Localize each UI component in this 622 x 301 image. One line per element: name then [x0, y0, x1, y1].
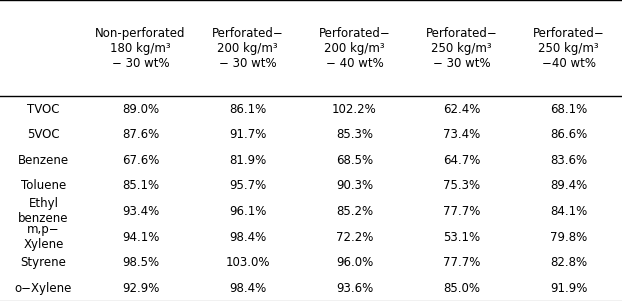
Text: Perforated−
250 kg/m³
− 30 wt%: Perforated− 250 kg/m³ − 30 wt% [425, 27, 498, 70]
Text: Non-perforated
180 kg/m³
− 30 wt%: Non-perforated 180 kg/m³ − 30 wt% [95, 27, 186, 70]
Text: TVOC: TVOC [27, 103, 60, 116]
Text: 84.1%: 84.1% [550, 205, 587, 218]
Text: 81.9%: 81.9% [229, 154, 266, 167]
Text: o−Xylene: o−Xylene [15, 282, 72, 295]
Text: Perforated−
200 kg/m³
− 30 wt%: Perforated− 200 kg/m³ − 30 wt% [211, 27, 284, 70]
Text: 98.5%: 98.5% [122, 256, 159, 269]
Text: 98.4%: 98.4% [229, 231, 266, 244]
Text: 102.2%: 102.2% [332, 103, 377, 116]
Text: 79.8%: 79.8% [550, 231, 587, 244]
Text: Toluene: Toluene [21, 179, 66, 192]
Text: 94.1%: 94.1% [122, 231, 159, 244]
Text: 91.9%: 91.9% [550, 282, 587, 295]
Text: 90.3%: 90.3% [336, 179, 373, 192]
Text: 85.3%: 85.3% [336, 128, 373, 141]
Text: 87.6%: 87.6% [122, 128, 159, 141]
Text: 85.1%: 85.1% [122, 179, 159, 192]
Text: 95.7%: 95.7% [229, 179, 266, 192]
Text: 96.0%: 96.0% [336, 256, 373, 269]
Text: 93.6%: 93.6% [336, 282, 373, 295]
Text: 96.1%: 96.1% [229, 205, 266, 218]
Text: 83.6%: 83.6% [550, 154, 587, 167]
Text: 93.4%: 93.4% [122, 205, 159, 218]
Text: 75.3%: 75.3% [443, 179, 480, 192]
Text: 92.9%: 92.9% [122, 282, 159, 295]
Text: 67.6%: 67.6% [122, 154, 159, 167]
Text: 77.7%: 77.7% [443, 205, 480, 218]
Text: 89.0%: 89.0% [122, 103, 159, 116]
Text: Ethyl
benzene: Ethyl benzene [18, 197, 69, 225]
Text: 91.7%: 91.7% [229, 128, 266, 141]
Text: 85.2%: 85.2% [336, 205, 373, 218]
Text: 85.0%: 85.0% [443, 282, 480, 295]
Text: 68.1%: 68.1% [550, 103, 587, 116]
Text: 72.2%: 72.2% [336, 231, 373, 244]
Text: Styrene: Styrene [21, 256, 67, 269]
Text: 73.4%: 73.4% [443, 128, 480, 141]
Text: Perforated−
250 kg/m³
−40 wt%: Perforated− 250 kg/m³ −40 wt% [532, 27, 605, 70]
Text: 86.6%: 86.6% [550, 128, 587, 141]
Text: 68.5%: 68.5% [336, 154, 373, 167]
Text: 103.0%: 103.0% [225, 256, 270, 269]
Text: 89.4%: 89.4% [550, 179, 587, 192]
Text: 5VOC: 5VOC [27, 128, 60, 141]
Text: 98.4%: 98.4% [229, 282, 266, 295]
Text: Benzene: Benzene [18, 154, 69, 167]
Text: 64.7%: 64.7% [443, 154, 480, 167]
Text: m,p−
Xylene: m,p− Xylene [24, 223, 63, 251]
Text: 82.8%: 82.8% [550, 256, 587, 269]
Text: Perforated−
200 kg/m³
− 40 wt%: Perforated− 200 kg/m³ − 40 wt% [318, 27, 391, 70]
Text: 62.4%: 62.4% [443, 103, 480, 116]
Text: 53.1%: 53.1% [443, 231, 480, 244]
Text: 86.1%: 86.1% [229, 103, 266, 116]
Text: 77.7%: 77.7% [443, 256, 480, 269]
